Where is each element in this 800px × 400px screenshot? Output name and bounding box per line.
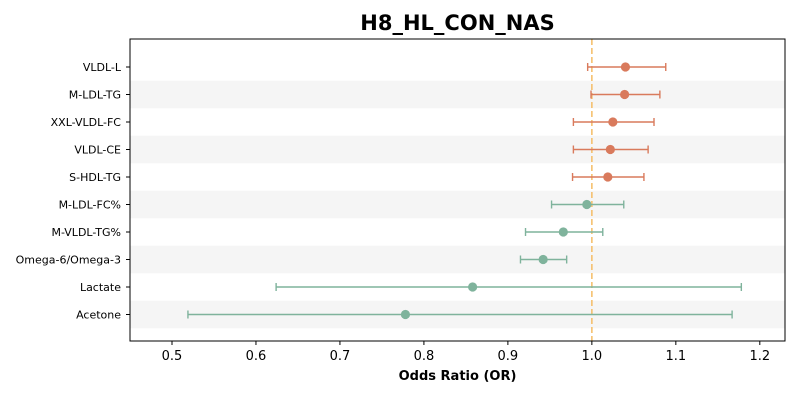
chart-title: H8_HL_CON_NAS <box>360 11 554 35</box>
y-tick-label: VLDL-CE <box>74 144 121 157</box>
row-3 <box>572 144 649 155</box>
y-tick-label: Omega-6/Omega-3 <box>16 254 121 267</box>
data-marks <box>187 62 743 320</box>
y-tick-label: VLDL-L <box>83 61 122 74</box>
x-tick-label: 0.6 <box>246 349 267 364</box>
y-tick-label: M-LDL-FC% <box>59 199 121 212</box>
row-stripe <box>130 190 785 219</box>
x-tick-label: 1.1 <box>665 349 686 364</box>
row-7 <box>519 254 568 265</box>
row-stripe <box>130 245 785 274</box>
plot-frame <box>129 38 786 342</box>
x-tick-label: 0.8 <box>414 349 435 364</box>
or-point <box>620 89 630 100</box>
x-tick-label: 1.2 <box>749 349 770 364</box>
x-axis-label: Odds Ratio (OR) <box>399 369 517 384</box>
y-tick-label: M-LDL-TG <box>69 89 121 102</box>
or-point <box>400 309 411 320</box>
row-4 <box>571 172 645 182</box>
or-point <box>608 117 618 127</box>
y-tick-label: S-HDL-TG <box>69 171 121 184</box>
row-0 <box>586 62 667 72</box>
x-tick-label: 0.9 <box>498 349 519 364</box>
row-6 <box>524 227 604 237</box>
row-8 <box>275 282 743 292</box>
y-tick-label: M-VLDL-TG% <box>51 226 121 239</box>
or-point <box>620 62 631 72</box>
row-stripe <box>130 80 785 109</box>
y-axis-ticks: VLDL-L M-LDL-TG XXL-VLDL-FC VLDL-CE S-HDL-TG… <box>16 61 130 322</box>
or-point <box>468 282 478 292</box>
x-tick-label: 0.5 <box>162 349 183 364</box>
x-tick-label: 1.0 <box>582 349 603 364</box>
or-point <box>605 144 615 155</box>
y-tick-label: Acetone <box>76 309 121 322</box>
x-tick-label: 0.7 <box>330 349 351 364</box>
y-tick-label: Lactate <box>80 281 121 294</box>
row-stripe <box>130 135 785 164</box>
row-5 <box>550 199 625 210</box>
or-point <box>558 227 568 237</box>
y-tick-label: XXL-VLDL-FC <box>51 116 122 129</box>
or-point <box>603 172 613 182</box>
or-point <box>538 254 548 265</box>
row-stripes <box>130 80 785 329</box>
row-9 <box>187 309 733 320</box>
row-1 <box>590 89 661 100</box>
row-2 <box>572 117 655 127</box>
or-point <box>582 199 592 210</box>
x-axis-ticks: 0.5 0.6 0.7 0.8 0.9 1.0 1.1 1.2 <box>162 341 770 364</box>
